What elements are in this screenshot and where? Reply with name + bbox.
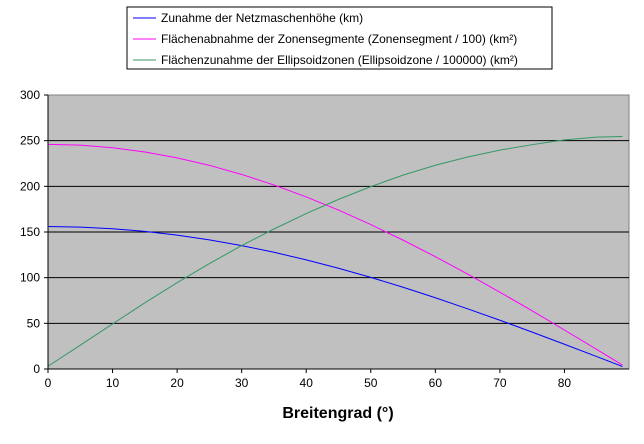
legend-entry-2: Flächenabnahme der Zonensegmente (Zonens… <box>133 32 517 46</box>
legend-entry-1: Zunahme der Netzmaschenhöhe (km) <box>133 11 363 25</box>
gridlines <box>48 140 629 324</box>
y-tick-label-4: 200 <box>20 179 40 193</box>
x-tick-label-7: 70 <box>493 376 507 390</box>
x-tick-label-5: 50 <box>364 376 378 390</box>
x-tick-label-2: 20 <box>170 376 184 390</box>
y-tick-label-0: 0 <box>33 362 40 376</box>
legend-label-3: Flächenzunahme der Ellipsoidzonen (Ellip… <box>161 53 518 67</box>
legend: Zunahme der Netzmaschenhöhe (km) Flächen… <box>126 6 553 70</box>
y-tick-label-1: 50 <box>27 316 41 330</box>
series-line-2 <box>47 143 623 366</box>
x-tick-label-8: 80 <box>558 376 572 390</box>
x-tick-label-1: 10 <box>106 376 120 390</box>
legend-entry-3: Flächenzunahme der Ellipsoidzonen (Ellip… <box>133 53 518 67</box>
series-line-1 <box>47 226 623 367</box>
x-axis-ticks: 0 10 20 30 40 50 60 70 80 <box>45 369 572 390</box>
x-axis-title: Breitengrad (°) <box>282 405 393 422</box>
x-tick-label-3: 30 <box>235 376 249 390</box>
legend-label-1: Zunahme der Netzmaschenhöhe (km) <box>161 11 363 25</box>
legend-box <box>126 6 553 70</box>
y-tick-label-2: 100 <box>20 271 40 285</box>
x-tick-label-0: 0 <box>45 376 52 390</box>
x-tick-label-6: 60 <box>429 376 443 390</box>
y-tick-label-6: 300 <box>20 88 40 102</box>
y-tick-label-3: 150 <box>20 225 40 239</box>
y-tick-label-5: 250 <box>20 134 40 148</box>
y-axis-ticks: 0 50 100 150 200 250 300 <box>20 88 48 376</box>
series-line-3 <box>47 136 623 367</box>
legend-label-2: Flächenabnahme der Zonensegmente (Zonens… <box>161 32 517 46</box>
series-lines <box>47 136 623 367</box>
x-tick-label-4: 40 <box>300 376 314 390</box>
